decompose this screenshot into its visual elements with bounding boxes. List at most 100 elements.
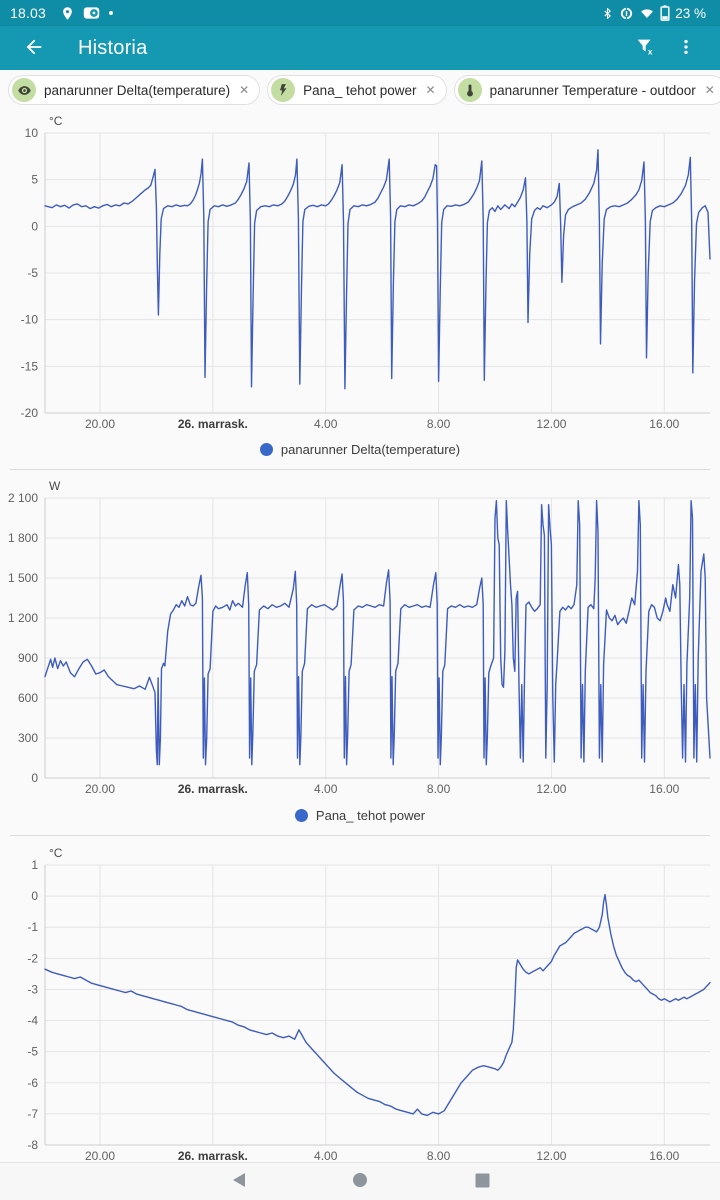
x-tick-label: 4.00 <box>314 417 338 431</box>
y-tick-label: -5 <box>27 1045 38 1059</box>
axis-labels: °C 20.00 26. marrask. 4.00 8.00 12.00 16.00 10 5… <box>21 114 680 431</box>
x-tick-label: 26. marrask. <box>178 782 248 796</box>
wifi-icon <box>639 6 655 20</box>
x-tick-label: 26. marrask. <box>178 1149 248 1163</box>
chart-legend: Pana_ tehot power <box>0 801 720 829</box>
y-tick-label: 10 <box>25 126 39 140</box>
nav-back-icon <box>231 1172 246 1191</box>
y-tick-label: -8 <box>27 1138 38 1152</box>
axis-labels: W 20.00 26. marrask. 4.00 8.00 12.00 16.00 2 10… <box>8 479 680 796</box>
status-time: 18.03 <box>10 5 47 21</box>
y-tick-label: 300 <box>18 731 38 745</box>
axis-labels: °C 20.00 26. marrask. 4.00 8.00 12.00 16.00 1 0 -… <box>27 846 679 1163</box>
y-tick-label: -20 <box>21 406 39 420</box>
power-chart[interactable]: W 20.00 26. marrask. 4.00 8.00 12.00 16.00 2 10… <box>0 477 720 801</box>
y-tick-label: 1 500 <box>8 571 38 585</box>
nav-recents-button[interactable] <box>472 1172 492 1192</box>
bluetooth-icon <box>601 6 614 21</box>
back-button[interactable] <box>14 28 54 68</box>
app-bar: Historia x <box>0 26 720 70</box>
page-title: Historia <box>78 36 148 59</box>
entity-chip-row: panarunner Delta(temperature) ✕ Pana_ te… <box>0 70 720 111</box>
location-icon <box>60 6 75 21</box>
x-tick-label: 16.00 <box>649 782 679 796</box>
y-tick-label: -1 <box>27 920 38 934</box>
x-tick-label: 12.00 <box>536 417 566 431</box>
series-line <box>44 893 711 1117</box>
x-tick-label: 8.00 <box>427 1149 451 1163</box>
close-icon[interactable]: ✕ <box>425 83 436 97</box>
delta-temperature-chart[interactable]: °C 20.00 26. marrask. 4.00 8.00 12.00 16.00 10 5… <box>0 111 720 435</box>
y-tick-label: -2 <box>27 951 38 965</box>
y-tick-label: -15 <box>21 359 39 373</box>
y-tick-label: 2 100 <box>8 491 38 505</box>
overflow-menu-button[interactable] <box>666 28 706 68</box>
android-nav-bar <box>0 1163 720 1200</box>
chart-legend: panarunner Delta(temperature) <box>0 435 720 463</box>
close-icon[interactable]: ✕ <box>704 83 715 97</box>
y-tick-label: -6 <box>27 1076 38 1090</box>
x-tick-label: 26. marrask. <box>178 417 248 431</box>
status-bar: 18.03 23 % <box>0 0 720 26</box>
legend-dot <box>294 808 308 822</box>
y-tick-label: 0 <box>31 889 38 903</box>
nav-back-button[interactable] <box>228 1172 248 1192</box>
svg-text:x: x <box>648 47 653 56</box>
x-tick-label: 16.00 <box>649 1149 679 1163</box>
x-tick-label: 20.00 <box>85 782 115 796</box>
y-tick-label: 1 200 <box>8 611 38 625</box>
notification-dot-icon <box>108 10 114 16</box>
x-tick-label: 20.00 <box>85 1149 115 1163</box>
axis-unit-label: W <box>49 479 61 493</box>
legend-label: Pana_ tehot power <box>315 807 426 823</box>
x-tick-label: 8.00 <box>427 782 451 796</box>
chip-label: Pana_ tehot power <box>303 82 417 98</box>
chip-label: panarunner Delta(temperature) <box>44 82 231 98</box>
chip-label: panarunner Temperature - outdoor <box>489 82 696 98</box>
nav-recents-icon <box>475 1173 490 1191</box>
y-tick-label: 5 <box>31 173 38 187</box>
y-tick-label: -7 <box>27 1107 38 1121</box>
chip-temperature-outdoor[interactable]: panarunner Temperature - outdoor ✕ <box>453 75 720 105</box>
y-tick-label: -3 <box>27 982 38 996</box>
gridlines <box>44 497 710 779</box>
overflow-menu-icon <box>676 37 696 60</box>
nav-home-icon <box>352 1172 368 1191</box>
filter-remove-icon: x <box>635 36 657 61</box>
app-notification-icon <box>83 6 100 20</box>
flash-icon <box>271 78 296 102</box>
chart-card-outdoor-temperature: °C 20.00 26. marrask. 4.00 8.00 12.00 16.00 1 0 -… <box>0 843 720 1173</box>
series-line <box>44 500 711 766</box>
x-tick-label: 20.00 <box>85 417 115 431</box>
nav-home-button[interactable] <box>350 1172 370 1192</box>
close-icon[interactable]: ✕ <box>239 83 250 97</box>
battery-percent: 23 % <box>675 5 706 21</box>
x-tick-label: 16.00 <box>649 417 679 431</box>
ring-status-icon <box>619 6 634 21</box>
gridlines <box>44 864 710 1146</box>
outdoor-temperature-chart[interactable]: °C 20.00 26. marrask. 4.00 8.00 12.00 16.00 1 0 -… <box>0 843 720 1173</box>
gridlines <box>44 132 710 414</box>
x-tick-label: 4.00 <box>314 1149 338 1163</box>
y-tick-label: 600 <box>18 691 38 705</box>
x-tick-label: 8.00 <box>427 417 451 431</box>
y-tick-label: -10 <box>21 313 39 327</box>
y-tick-label: 1 800 <box>8 531 38 545</box>
card-divider <box>10 469 710 470</box>
y-tick-label: 1 <box>31 858 38 872</box>
chip-delta-temperature[interactable]: panarunner Delta(temperature) ✕ <box>8 75 261 105</box>
y-tick-label: 0 <box>31 219 38 233</box>
y-tick-label: 900 <box>18 651 38 665</box>
chip-tehot-power[interactable]: Pana_ tehot power ✕ <box>267 75 447 105</box>
back-arrow-icon <box>23 36 45 61</box>
series-line <box>44 149 711 390</box>
axis-unit-label: °C <box>49 846 63 860</box>
x-tick-label: 4.00 <box>314 782 338 796</box>
thermometer-icon <box>457 78 482 102</box>
chart-card-delta-temperature: °C 20.00 26. marrask. 4.00 8.00 12.00 16.00 10 5… <box>0 111 720 463</box>
legend-label: panarunner Delta(temperature) <box>280 441 461 457</box>
axis-unit-label: °C <box>49 114 63 128</box>
filter-remove-button[interactable]: x <box>626 28 666 68</box>
y-tick-label: -5 <box>27 266 38 280</box>
y-tick-label: -4 <box>27 1014 38 1028</box>
